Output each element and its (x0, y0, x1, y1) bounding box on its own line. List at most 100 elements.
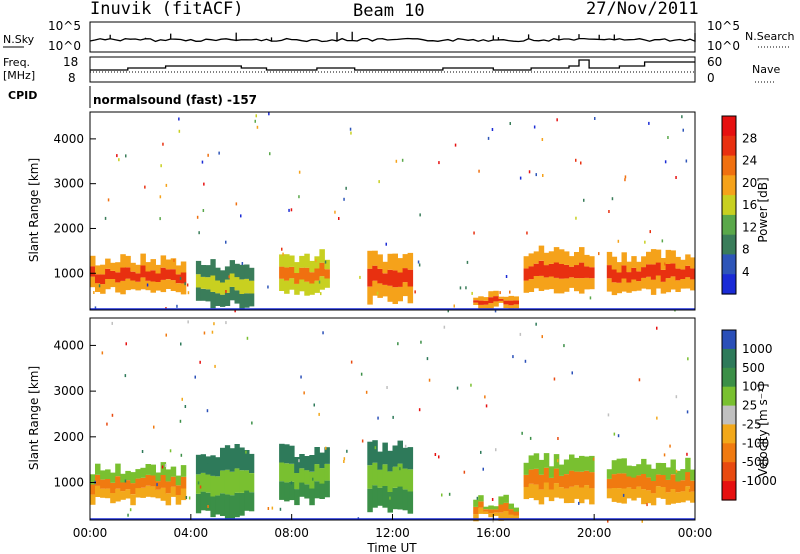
echo-cell (115, 476, 121, 489)
echo-point (669, 444, 671, 448)
echo-point (688, 489, 691, 492)
echo-point (184, 282, 186, 286)
echo-point (470, 383, 472, 387)
echo-cell (538, 245, 545, 261)
echo-cell (483, 304, 489, 309)
echo-cell (397, 440, 403, 464)
echo-cell (180, 465, 187, 477)
nave-tick-top: 60 (707, 55, 722, 69)
velocity-panel (90, 320, 696, 523)
echo-point (656, 326, 658, 330)
echo-cell (175, 274, 182, 284)
xtick-label: 08:00 (274, 526, 309, 540)
echo-cell (392, 466, 398, 488)
ytick-label: 2000 (53, 430, 84, 444)
echo-point (124, 374, 127, 378)
echo-cell (589, 256, 595, 268)
echo-point (491, 128, 494, 131)
colorbar-swatch (722, 195, 736, 216)
echo-cell (675, 481, 681, 493)
cpid-mode: normalsound (fast) -157 (93, 93, 257, 107)
echo-cell (402, 447, 409, 469)
echo-cell (675, 268, 681, 281)
echo-cell (563, 488, 570, 504)
echo-point (397, 342, 399, 346)
echo-cell (160, 279, 167, 293)
echo-point (667, 136, 669, 139)
echo-cell (105, 469, 111, 479)
echo-cell (200, 276, 206, 289)
echo-cell (402, 489, 409, 511)
velocity-ylabel: Slant Range [km] (27, 366, 41, 470)
echo-cell (145, 474, 151, 486)
colorbar-swatch (722, 367, 736, 388)
echo-point (617, 434, 620, 438)
echo-cell (294, 457, 300, 473)
echo-cell (680, 259, 686, 270)
echo-point (161, 465, 164, 469)
echo-cell (90, 276, 96, 288)
echo-cell (558, 264, 565, 279)
colorbar-tick-label: 28 (742, 131, 757, 145)
echo-cell (289, 255, 295, 267)
echo-cell (372, 280, 378, 296)
echo-point (313, 403, 315, 407)
echo-point (127, 513, 129, 517)
echo-cell (175, 495, 182, 505)
echo-cell (229, 286, 235, 301)
echo-point (196, 215, 199, 219)
echo-point (290, 481, 293, 485)
echo-cell (548, 489, 555, 502)
noise-right-tick-top: 10^5 (707, 19, 740, 33)
echo-point (594, 117, 596, 120)
echo-point (417, 260, 420, 264)
echo-cell (680, 269, 686, 279)
echo-cell (215, 267, 221, 281)
echo-cell (538, 275, 545, 291)
echo-cell (523, 268, 530, 281)
echo-point (494, 309, 497, 313)
freq-label-1: Freq. (3, 56, 30, 69)
echo-cell (478, 296, 484, 301)
echo-point (447, 309, 449, 313)
echo-cell (155, 282, 161, 291)
echo-cell (140, 487, 146, 498)
noise-sky-trace (89, 31, 696, 43)
echo-cell (641, 458, 647, 474)
echo-point (228, 275, 230, 279)
echo-cell (621, 278, 627, 292)
echo-point (176, 304, 178, 308)
echo-cell (650, 249, 657, 265)
echo-point (288, 208, 290, 212)
echo-point (476, 496, 479, 500)
echo-point (438, 161, 440, 165)
colorbar-tick-label: 8 (742, 243, 750, 257)
echo-cell (655, 486, 662, 498)
echo-cell (553, 262, 560, 278)
freq-tick-top: 18 (63, 55, 78, 69)
echo-point (480, 450, 482, 454)
echo-point (641, 519, 643, 523)
echo-cell (690, 257, 696, 269)
echo-cell (513, 304, 519, 309)
echo-point (622, 493, 625, 497)
echo-cell (493, 290, 499, 297)
echo-cell (387, 253, 393, 270)
echo-cell (523, 474, 530, 487)
echo-cell (244, 293, 250, 308)
echo-cell (523, 280, 530, 293)
echo-cell (314, 256, 320, 269)
echo-point (563, 344, 565, 348)
echo-cell (488, 505, 494, 510)
echo-cell (473, 506, 479, 515)
echo-cell (319, 452, 325, 469)
echo-point (404, 444, 407, 448)
echo-point (225, 290, 227, 293)
echo-cell (100, 264, 106, 275)
echo-cell (397, 463, 403, 487)
echo-cell (533, 276, 540, 289)
echo-cell (631, 489, 637, 501)
echo-cell (244, 490, 250, 511)
echo-cell (319, 468, 325, 484)
echo-cell (304, 484, 310, 499)
